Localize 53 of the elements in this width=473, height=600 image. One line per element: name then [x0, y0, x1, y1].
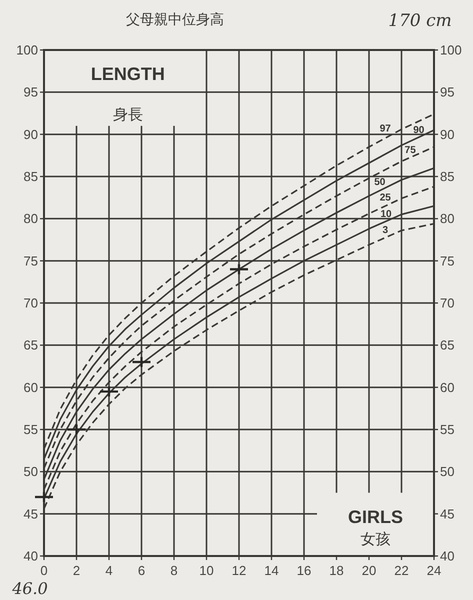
x-tick-label: 16 [296, 563, 312, 578]
series-label: 3 [382, 225, 388, 236]
y-tick-label: 95 [24, 84, 38, 100]
annotation: 女孩 [360, 531, 390, 548]
y2-tick-label: 90 [440, 126, 454, 142]
series-label: 50 [374, 177, 386, 188]
series-label: 90 [413, 124, 425, 136]
y2-tick-label: 40 [440, 548, 454, 564]
x-tick-label: 22 [394, 563, 409, 578]
y2-tick-label: 55 [440, 422, 454, 437]
y2-tick-label: 70 [440, 296, 454, 310]
x-tick-label: 2 [72, 563, 80, 578]
y2-tick-label: 100 [440, 42, 462, 58]
y2-tick-label: 85 [440, 169, 454, 184]
annotation: GIRLS [348, 507, 404, 527]
text: 46.0 [11, 579, 48, 598]
y-tick-label: 85 [24, 169, 38, 184]
x-tick-label: 4 [105, 563, 113, 578]
text: 身長 [112, 106, 143, 124]
y2-tick-label: 65 [440, 338, 454, 353]
y-tick-label: 55 [24, 422, 38, 437]
text: 父母親中位身高 [126, 11, 224, 27]
y-tick-label: 60 [24, 380, 38, 395]
y-tick-label: 45 [24, 506, 38, 522]
x-tick-label: 8 [170, 563, 178, 578]
x-tick-label: 20 [362, 563, 376, 578]
x-tick-label: 12 [232, 563, 246, 578]
y2-tick-label: 60 [440, 380, 454, 395]
y-tick-label: 40 [24, 548, 38, 564]
series-label: 25 [380, 192, 392, 204]
x-tick-label: 18 [329, 563, 344, 578]
text: LENGTH [90, 64, 165, 84]
y2-tick-label: 45 [440, 506, 454, 522]
y2-tick-label: 75 [440, 253, 454, 268]
x-tick-label: 10 [199, 563, 214, 578]
x-tick-label: 14 [264, 563, 279, 578]
x-tick-label: 6 [138, 563, 146, 578]
y-tick-label: 70 [24, 296, 38, 310]
y-tick-label: 80 [24, 211, 38, 226]
y-tick-label: 100 [16, 42, 38, 58]
y-tick-label: 90 [24, 126, 38, 142]
y-tick-label: 65 [24, 338, 38, 353]
y2-tick-label: 95 [440, 84, 454, 100]
x-tick-label: 24 [426, 563, 442, 578]
series-label: 10 [380, 209, 392, 220]
series-label: 97 [380, 124, 392, 135]
y-tick-label: 75 [24, 253, 38, 268]
y2-tick-label: 80 [440, 211, 454, 226]
text: 170 cm [388, 11, 452, 31]
x-tick-label: 0 [40, 563, 48, 578]
y2-tick-label: 50 [440, 464, 454, 480]
y-tick-label: 50 [24, 464, 38, 480]
series-label: 75 [404, 144, 416, 156]
